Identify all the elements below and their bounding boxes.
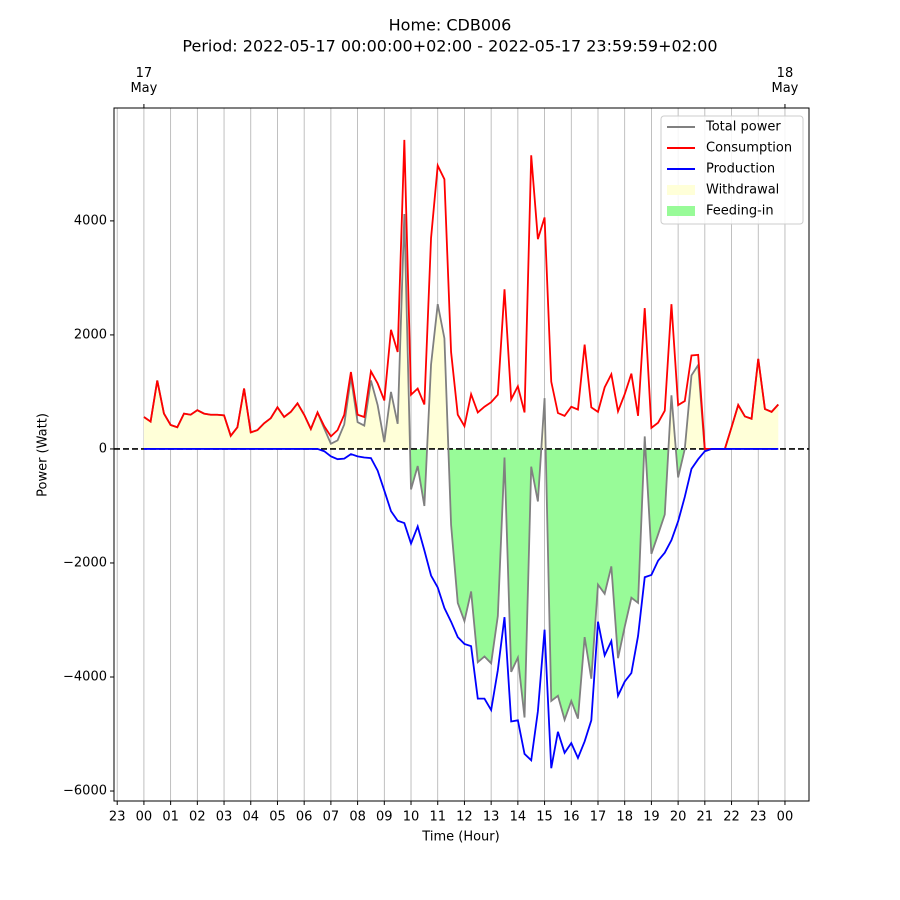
legend-label: Total power (705, 120, 781, 135)
x-tick-label: 23 (750, 810, 767, 825)
x-tick-label: 00 (777, 810, 794, 825)
x-tick-label: 13 (483, 810, 500, 825)
legend-swatch (667, 185, 695, 195)
legend-label: Withdrawal (706, 183, 779, 198)
x-tick-label: 10 (403, 810, 420, 825)
x-tick-label: 00 (136, 810, 153, 825)
y-axis-label: Power (Watt) (36, 413, 51, 497)
plot-frame (113, 107, 810, 802)
x-tick-label: 04 (242, 810, 259, 825)
y-tick-label: −6000 (63, 784, 107, 799)
fill-area (410, 448, 712, 720)
fill-area (143, 214, 779, 449)
x-tick-label: 06 (296, 810, 313, 825)
x-tick-label: 11 (429, 810, 446, 825)
x-tick-label: 02 (189, 810, 206, 825)
y-tick-label: −2000 (63, 555, 107, 570)
x-tick-label: 05 (269, 810, 286, 825)
series-line (143, 139, 779, 450)
x-tick-label: 07 (323, 810, 340, 825)
x-tick-label: 09 (376, 810, 393, 825)
x-tick-label: 23 (109, 810, 126, 825)
legend-swatch (667, 206, 695, 216)
x-axis-label: Time (Hour) (421, 830, 499, 845)
x-tick-label: 14 (510, 810, 527, 825)
x-tick-label: 21 (697, 810, 714, 825)
top-x-tick-label: 17 May (130, 66, 158, 96)
legend-label: Feeding-in (706, 204, 774, 219)
y-tick-label: −4000 (63, 669, 107, 684)
x-tick-label: 19 (643, 810, 660, 825)
y-tick-label: 2000 (74, 327, 107, 342)
x-tick-label: 22 (723, 810, 740, 825)
y-tick-label: 4000 (74, 213, 107, 228)
top-x-tick-label: 18 May (771, 66, 799, 96)
y-tick-label: 0 (99, 441, 107, 456)
x-tick-label: 01 (162, 810, 179, 825)
x-tick-label: 03 (216, 810, 233, 825)
legend-label: Production (706, 162, 775, 177)
x-tick-label: 16 (563, 810, 580, 825)
chart-subtitle: Period: 2022-05-17 00:00:00+02:00 - 2022… (182, 37, 717, 56)
legend-box (660, 115, 804, 225)
x-tick-label: 20 (670, 810, 687, 825)
x-tick-label: 17 (590, 810, 607, 825)
series-line (143, 448, 779, 769)
x-tick-label: 08 (349, 810, 366, 825)
x-tick-label: 15 (536, 810, 553, 825)
chart-title: Home: CDB006 (389, 16, 512, 35)
x-tick-label: 18 (616, 810, 633, 825)
x-tick-label: 12 (456, 810, 473, 825)
legend-label: Consumption (706, 141, 792, 156)
